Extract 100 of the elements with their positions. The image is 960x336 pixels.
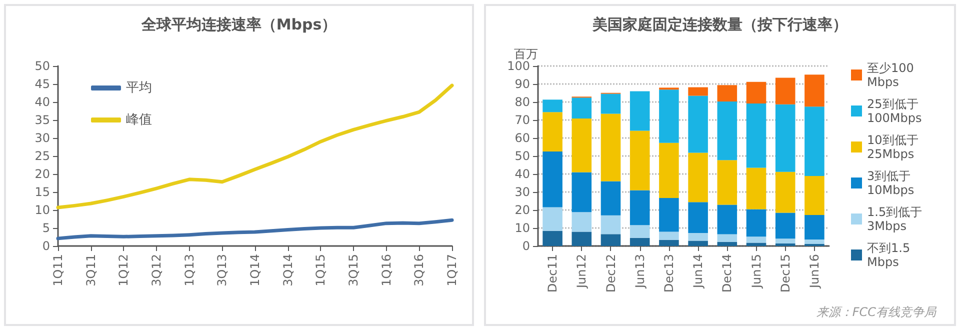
y-tick-label: 10 (34, 203, 50, 217)
x-tick-label: 1Q14 (248, 254, 262, 286)
legend-label: 1.5到低于3Mbps (867, 205, 922, 233)
bar (746, 103, 766, 168)
bar (600, 94, 621, 114)
x-tick-label: 1Q16 (379, 254, 394, 286)
bar (659, 232, 679, 240)
bar (804, 74, 824, 107)
bar (600, 181, 621, 216)
y-tick-label: 20 (34, 167, 50, 181)
y-tick-label: 100 (507, 59, 530, 73)
x-tick-label: Dec12 (604, 254, 618, 292)
x-tick-label: Jun15 (749, 254, 764, 290)
bar (717, 101, 738, 160)
bar (630, 91, 650, 131)
y-tick-label: 70 (514, 113, 530, 127)
x-tick-label: 3Q13 (215, 254, 230, 286)
bar (688, 96, 708, 153)
bar (572, 118, 592, 172)
bar (804, 215, 824, 240)
bar (746, 209, 766, 237)
y-tick-label: 35 (34, 113, 50, 127)
source-note: 来源：FCC有线竞争局 (816, 305, 937, 319)
y-tick-label: 80 (514, 95, 530, 109)
bar (630, 190, 650, 226)
bar (775, 243, 796, 246)
y-tick-label: 50 (514, 149, 530, 163)
x-tick-label: Jun12 (574, 254, 589, 290)
x-tick-label: Dec15 (778, 254, 792, 292)
y-tick-label: 90 (514, 77, 530, 91)
legend-label: 峰值 (126, 112, 152, 128)
bar (717, 85, 738, 102)
y-tick-label: 40 (34, 95, 50, 109)
y-tick-label: 45 (34, 77, 50, 91)
legend-label: 25到低于100Mbps (867, 97, 922, 125)
chart-title: 美国家庭固定连接数量（按下行速率） (592, 16, 848, 34)
bar (688, 87, 708, 96)
bar (717, 160, 738, 205)
line-series (56, 218, 454, 240)
bar (775, 78, 796, 104)
y-tick-label: 0 (522, 239, 530, 253)
legend-label: 3到低于10Mbps (867, 169, 914, 197)
bar (775, 238, 796, 244)
x-tick-label: 3Q15 (346, 254, 360, 286)
legend-label: 10到低于25Mbps (867, 133, 918, 161)
bar (804, 176, 824, 216)
x-tick-label: Dec11 (546, 254, 560, 292)
bar (688, 240, 708, 246)
bar (804, 240, 824, 244)
bar (775, 172, 796, 213)
y-tick-label: 0 (42, 239, 50, 253)
bar (572, 212, 592, 232)
bar (600, 234, 621, 246)
bar (804, 106, 824, 176)
y-axis-title: 百万 (514, 47, 538, 61)
bar (746, 242, 766, 246)
legend-label: 平均 (126, 80, 152, 96)
y-tick-label: 50 (34, 59, 50, 73)
bar (542, 207, 562, 231)
bar (542, 152, 562, 208)
bar (775, 104, 796, 172)
bar (775, 212, 796, 239)
bar (688, 202, 708, 234)
y-tick-label: 15 (34, 185, 50, 199)
bar (600, 114, 621, 182)
x-tick-label: Jun16 (807, 254, 822, 290)
bar (659, 198, 679, 232)
bar (572, 98, 592, 119)
x-tick-label: 1Q12 (116, 254, 131, 286)
x-tick-label: 1Q11 (51, 254, 65, 286)
x-tick-label: 1Q13 (182, 254, 196, 286)
x-tick-label: Jun14 (691, 254, 706, 290)
y-tick-label: 20 (514, 203, 530, 217)
x-tick-label: 3Q11 (84, 254, 98, 286)
x-tick-label: Dec14 (720, 254, 734, 292)
bar (659, 240, 679, 246)
bar (746, 82, 766, 104)
bar (572, 172, 592, 212)
y-tick-label: 60 (514, 131, 530, 145)
x-tick-label: 1Q15 (314, 254, 328, 286)
y-tick-label: 25 (34, 149, 50, 163)
legend-label: 不到1.5 Mbps (867, 241, 914, 269)
bar (600, 215, 621, 234)
legend-label: 至少100 Mbps (867, 61, 918, 89)
x-tick-label: 3Q14 (280, 254, 295, 286)
y-tick-label: 5 (42, 221, 50, 235)
bar (630, 130, 650, 190)
bar (630, 238, 650, 246)
bar (542, 112, 562, 152)
y-tick-label: 30 (514, 185, 530, 199)
bar (542, 100, 562, 112)
bar (746, 168, 766, 210)
x-tick-label: Jun13 (632, 254, 647, 290)
y-tick-label: 30 (34, 131, 50, 145)
bar (572, 232, 592, 246)
bar (717, 234, 738, 242)
x-tick-label: 3Q16 (412, 254, 426, 286)
bar (717, 242, 738, 246)
chart-title: 全球平均连接速率（Mbps） (140, 16, 337, 34)
bar (542, 230, 562, 246)
